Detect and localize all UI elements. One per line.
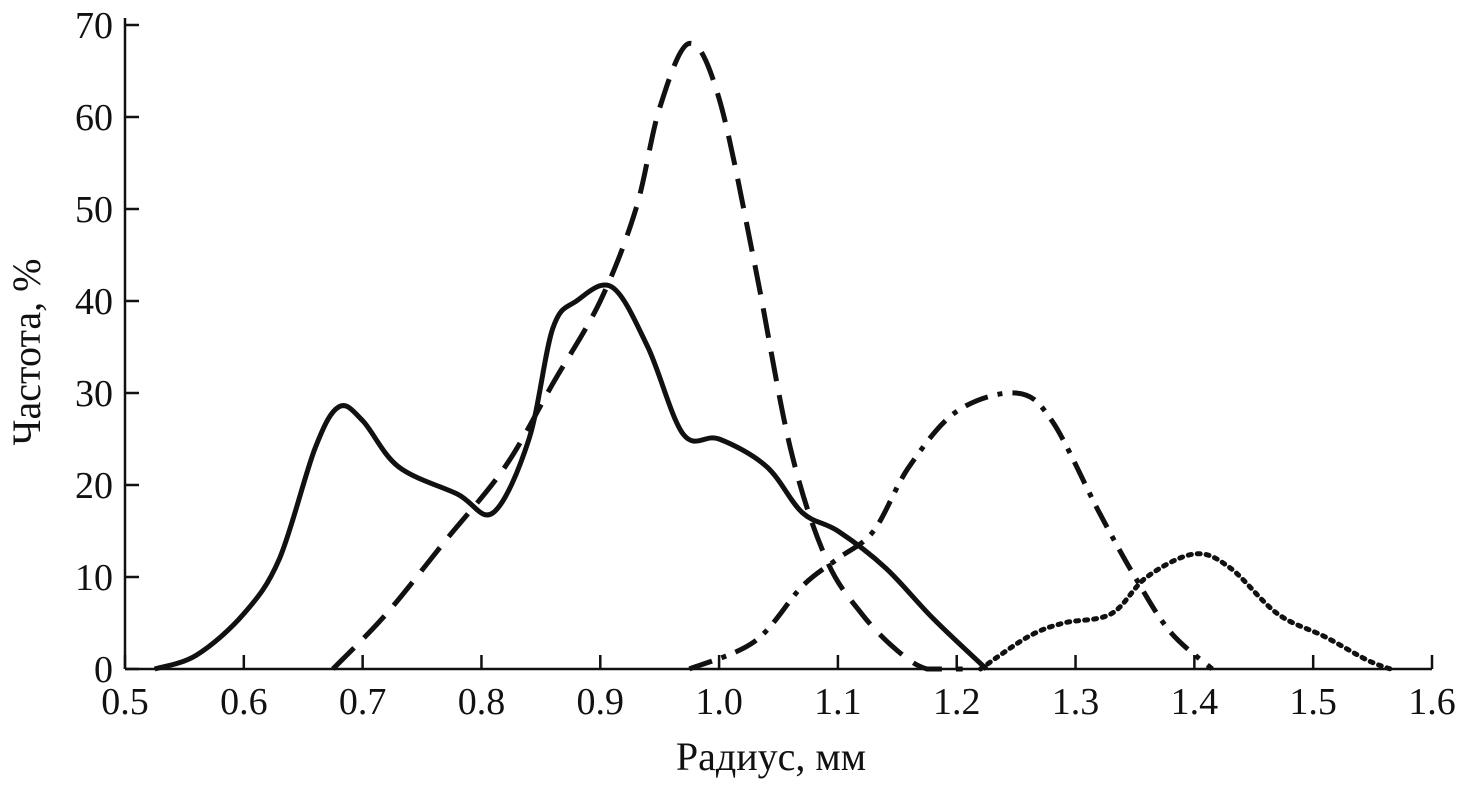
x-tick-label: 1.4 [1171,681,1219,723]
series-line-dotted [978,551,1393,672]
axes [123,18,1432,671]
x-tick-label: 0.7 [339,681,387,723]
x-tick-label: 1.2 [933,681,981,723]
y-tick-label: 20 [75,465,113,507]
y-tick-label: 50 [75,189,113,231]
series-group [153,40,1393,672]
ticks: 0.5 0.6 0.7 0.8 0.9 1.0 1.1 1.2 1.3 1.4 1.5 1.6 0 10 2… [75,5,1456,723]
x-tick-label: 1.3 [1052,681,1100,723]
series-line-dash-dot [688,390,1214,672]
y-tick-label: 70 [75,5,113,47]
y-tick-label: 60 [75,97,113,139]
x-tick-label: 1.1 [814,681,862,723]
series-line-solid [153,282,989,672]
x-tick-label: 1.0 [695,681,743,723]
y-tick-label: 40 [75,281,113,323]
y-tick-label: 0 [94,649,113,691]
x-tick-label: 0.8 [458,681,506,723]
y-tick-label: 30 [75,373,113,415]
x-tick-label: 1.6 [1408,681,1456,723]
x-tick-label: 0.9 [577,681,625,723]
x-tick-label: 0.6 [220,681,268,723]
x-axis-title: Радиус, мм [676,734,866,779]
y-axis-title: Частота, % [4,259,49,446]
series-line-dashed [331,40,963,672]
y-tick-label: 10 [75,557,113,599]
x-tick-label: 1.5 [1289,681,1337,723]
x-tick-label: 0.5 [101,681,149,723]
